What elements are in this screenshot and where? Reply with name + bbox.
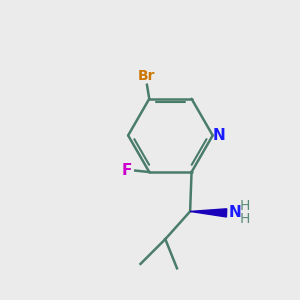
Text: N: N xyxy=(229,205,242,220)
Polygon shape xyxy=(190,209,227,217)
Text: H: H xyxy=(239,212,250,226)
Text: H: H xyxy=(239,200,250,214)
Text: F: F xyxy=(121,163,132,178)
Text: Br: Br xyxy=(138,69,156,83)
Text: N: N xyxy=(213,128,226,143)
